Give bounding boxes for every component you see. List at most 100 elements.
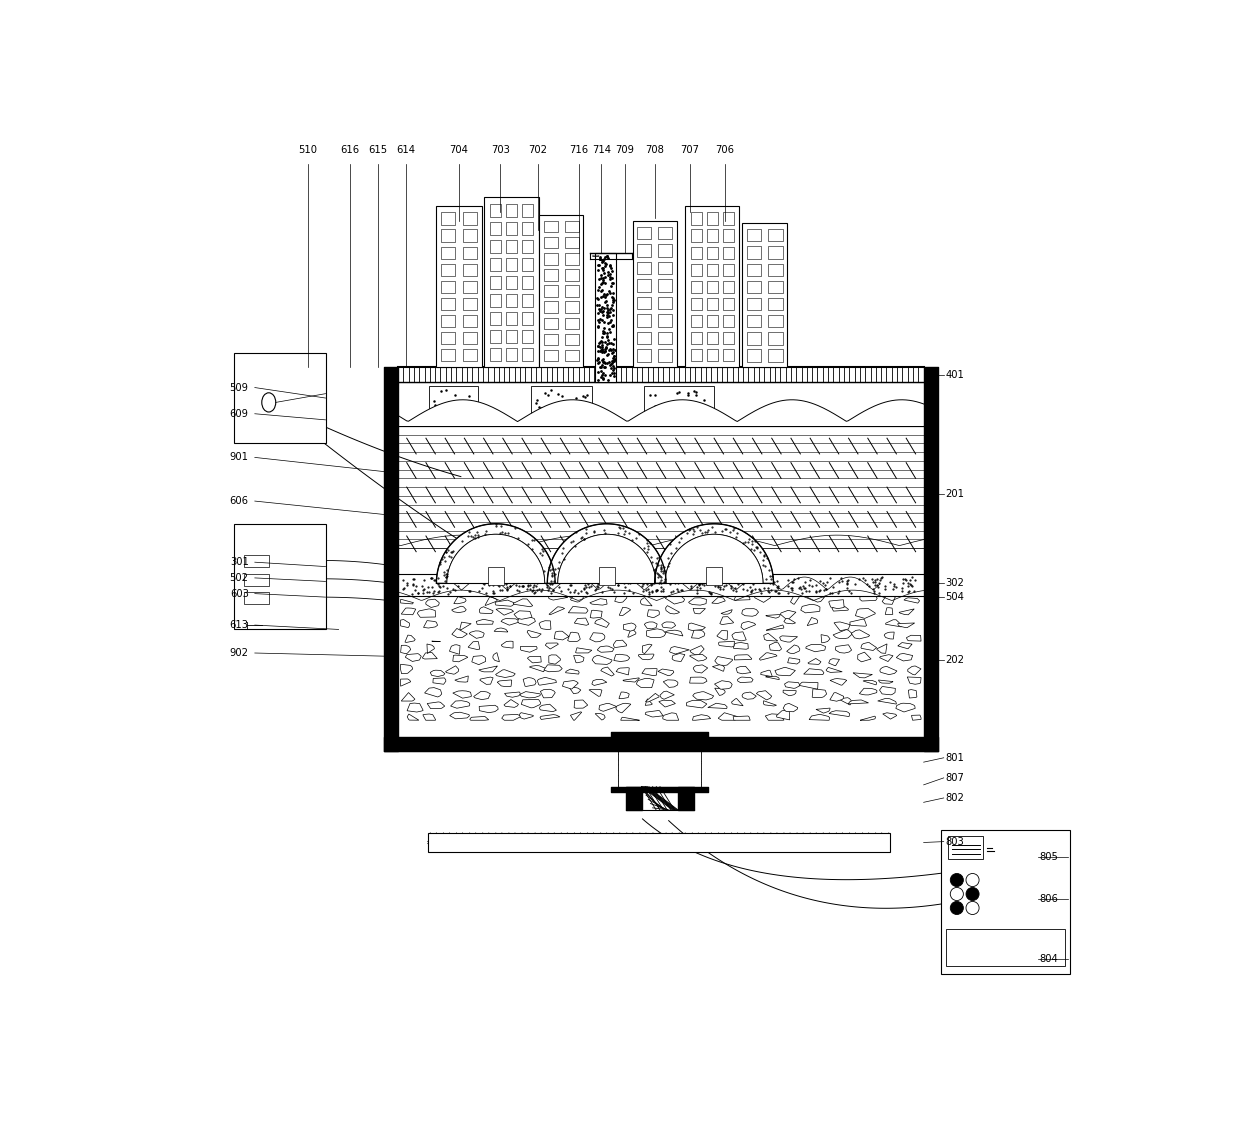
Polygon shape [423,652,438,659]
Point [590,251,610,269]
Polygon shape [689,677,707,683]
Polygon shape [713,665,724,671]
Bar [769,246,782,259]
Point [591,303,611,321]
Bar [723,263,734,276]
Point [404,569,424,587]
Polygon shape [861,643,877,651]
Point [600,311,620,329]
Polygon shape [908,590,921,596]
Point [590,338,610,356]
Polygon shape [548,594,568,600]
Polygon shape [574,618,589,625]
Point [600,268,620,286]
Polygon shape [660,691,675,700]
Point [598,574,618,592]
Point [588,255,608,273]
Point [640,583,660,601]
Polygon shape [539,620,551,629]
Polygon shape [518,616,536,625]
Point [618,574,637,592]
Polygon shape [858,652,870,662]
Point [864,584,884,602]
Point [575,573,595,591]
Polygon shape [714,680,732,689]
Bar [522,257,533,271]
Point [577,577,596,595]
Polygon shape [479,666,497,671]
Polygon shape [591,679,606,685]
Bar [637,262,651,274]
Polygon shape [732,699,743,705]
Point [743,582,763,600]
Polygon shape [712,596,725,603]
Point [476,584,496,602]
Polygon shape [616,703,631,713]
Point [636,581,656,599]
Point [549,578,569,596]
Bar [544,302,558,313]
Point [474,575,494,593]
Polygon shape [760,670,773,677]
Point [712,573,732,591]
Point [658,405,678,423]
Point [832,572,852,590]
Point [553,387,573,405]
Point [686,386,706,404]
Polygon shape [425,599,439,608]
Polygon shape [521,700,541,708]
Circle shape [950,873,963,887]
Point [500,572,520,590]
Point [687,581,707,599]
Polygon shape [497,680,512,686]
Point [801,570,821,589]
Polygon shape [636,678,655,687]
Point [589,313,609,331]
Point [443,579,463,598]
Point [742,582,761,600]
Bar [539,214,583,367]
Polygon shape [887,586,903,595]
Point [596,354,616,372]
Polygon shape [775,668,795,676]
Bar [463,297,477,310]
Polygon shape [544,665,562,671]
Point [491,572,511,590]
Point [582,577,601,595]
Polygon shape [765,714,784,720]
Point [766,582,786,600]
Point [849,569,869,587]
Point [599,263,619,281]
Polygon shape [565,669,579,674]
Point [577,583,596,601]
Point [512,577,532,595]
Polygon shape [765,676,779,679]
Point [408,584,428,602]
Point [594,319,614,337]
Polygon shape [558,534,656,583]
Polygon shape [742,609,759,616]
Point [591,298,611,316]
Polygon shape [451,586,472,593]
Point [742,583,761,601]
Polygon shape [424,687,441,697]
Polygon shape [665,534,763,583]
Point [559,583,579,601]
Point [608,576,627,594]
Point [526,393,546,412]
Point [711,581,730,599]
Bar [490,348,501,361]
Point [701,584,720,602]
Polygon shape [575,648,591,653]
Polygon shape [621,717,640,720]
Polygon shape [895,703,915,712]
Point [802,577,822,595]
Bar [946,929,1065,966]
Point [689,576,709,594]
Bar [490,276,501,289]
Polygon shape [799,683,818,689]
Bar [707,349,718,361]
Point [593,261,613,279]
Point [751,584,771,602]
Point [642,583,662,601]
